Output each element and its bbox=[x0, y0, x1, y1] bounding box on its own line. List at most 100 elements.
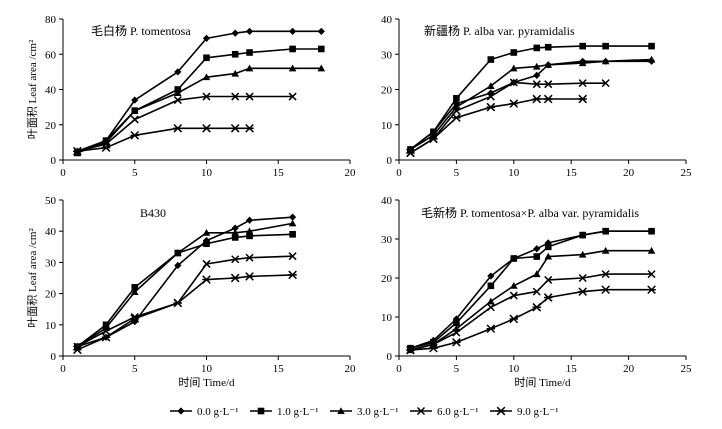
series-square bbox=[407, 42, 655, 153]
data-point-star bbox=[543, 94, 553, 104]
legend-label: 1.0 g·L⁻¹ bbox=[277, 406, 319, 418]
x-tick-label: 20 bbox=[623, 363, 635, 375]
x-tick-label: 5 bbox=[454, 363, 460, 375]
series-line bbox=[410, 81, 606, 154]
data-point-square bbox=[246, 49, 253, 56]
data-point-star bbox=[486, 102, 496, 112]
y-tick-label: 0 bbox=[387, 351, 393, 363]
legend-marker-triangle bbox=[337, 407, 345, 414]
data-point-diamond bbox=[533, 245, 541, 253]
y-tick-label: 40 bbox=[381, 195, 393, 207]
data-point-square bbox=[510, 255, 518, 262]
data-point-square bbox=[231, 234, 239, 241]
data-point-cross bbox=[102, 327, 111, 336]
data-point-cross bbox=[578, 273, 587, 283]
data-point-square bbox=[648, 227, 655, 235]
data-point-star bbox=[532, 94, 542, 104]
data-point-star bbox=[509, 99, 519, 108]
legend-item-triangle: 3.0 g·L⁻¹ bbox=[330, 406, 399, 418]
data-point-star bbox=[73, 345, 82, 355]
data-point-star bbox=[429, 134, 438, 144]
data-point-triangle bbox=[288, 64, 297, 72]
chart-panel-2: 0 5 10 15 20 25 0 10 20 30 40 新疆杨 P. alba var. pyra… bbox=[381, 14, 692, 179]
data-point-triangle bbox=[231, 228, 239, 236]
data-point-triangle bbox=[544, 252, 553, 260]
data-point-cross bbox=[544, 275, 553, 284]
data-point-cross bbox=[245, 92, 254, 101]
data-point-square bbox=[648, 42, 655, 50]
data-point-square bbox=[453, 95, 460, 102]
data-point-star bbox=[578, 287, 588, 296]
data-point-cross bbox=[231, 92, 240, 101]
data-point-cross bbox=[231, 255, 240, 264]
y-tick-label: 20 bbox=[45, 120, 57, 132]
data-point-star bbox=[647, 285, 656, 295]
data-point-triangle bbox=[647, 246, 656, 254]
series-line bbox=[77, 67, 322, 154]
chart-panel-4: 0 5 10 15 20 25 0 10 20 30 40 毛新杨 P. tomentosa×P. a… bbox=[381, 195, 692, 389]
data-point-square bbox=[544, 243, 552, 251]
data-point-star bbox=[130, 314, 140, 323]
data-point-cross bbox=[509, 78, 518, 87]
data-point-square bbox=[579, 231, 586, 239]
data-point-triangle bbox=[174, 89, 182, 97]
data-point-square bbox=[318, 45, 325, 53]
series-line bbox=[410, 273, 652, 351]
y-tick-label: 40 bbox=[45, 85, 57, 97]
series-star bbox=[406, 285, 656, 355]
y-axis-label: 叶面积 Leaf area /cm² bbox=[26, 39, 39, 139]
legend-item-star: 9.0 g·L⁻¹ bbox=[490, 406, 559, 418]
data-point-triangle bbox=[647, 55, 656, 63]
data-point-triangle bbox=[601, 57, 610, 65]
data-point-star bbox=[245, 272, 254, 281]
series-triangle bbox=[406, 55, 656, 153]
data-point-triangle bbox=[174, 249, 182, 257]
data-point-cross bbox=[452, 328, 461, 337]
data-point-square bbox=[602, 42, 609, 50]
data-point-cross bbox=[532, 287, 541, 296]
data-point-cross bbox=[288, 252, 297, 261]
x-tick-label: 10 bbox=[508, 167, 520, 179]
data-point-star bbox=[452, 113, 461, 123]
data-point-square bbox=[487, 282, 495, 290]
data-point-diamond bbox=[452, 315, 460, 323]
series-diamond bbox=[406, 57, 656, 154]
series-line bbox=[76, 274, 293, 351]
x-tick-label: 25 bbox=[681, 363, 693, 375]
data-point-cross bbox=[578, 79, 587, 88]
series-line bbox=[410, 249, 652, 351]
panel-title: 毛新杨 P. tomentosa×P. alba var. pyramidali… bbox=[421, 205, 639, 220]
y-tick-label: 60 bbox=[45, 49, 57, 61]
data-point-square bbox=[533, 44, 541, 52]
x-axis-label: 时间 Time/d bbox=[514, 376, 571, 389]
legend-item-square: 1.0 g·L⁻¹ bbox=[250, 406, 319, 418]
legend-label: 3.0 g·L⁻¹ bbox=[357, 406, 399, 418]
data-point-triangle bbox=[510, 282, 518, 289]
series-star bbox=[73, 270, 297, 355]
data-point-square bbox=[231, 50, 239, 58]
series-line bbox=[410, 98, 583, 154]
data-point-triangle bbox=[202, 228, 211, 236]
data-point-triangle bbox=[510, 64, 518, 72]
x-tick-label: 20 bbox=[623, 167, 635, 179]
data-point-triangle bbox=[130, 288, 139, 296]
series-line bbox=[76, 255, 293, 348]
y-tick-label: 0 bbox=[387, 155, 393, 167]
series-line bbox=[410, 230, 652, 349]
data-point-star bbox=[73, 146, 82, 156]
data-point-square bbox=[203, 54, 210, 62]
data-point-diamond bbox=[131, 96, 139, 104]
data-point-triangle bbox=[73, 149, 82, 156]
y-tick-label: 30 bbox=[381, 49, 393, 61]
data-point-star bbox=[429, 343, 438, 353]
chart-panel-3: 0 5 10 15 20 0 10 20 30 40 50 B430 叶面积 Leaf area /cm… bbox=[26, 195, 356, 389]
y-tick-label: 0 bbox=[51, 351, 57, 363]
data-point-triangle bbox=[231, 69, 239, 77]
y-tick-label: 10 bbox=[45, 320, 57, 332]
data-point-cross bbox=[532, 80, 541, 89]
data-point-diamond bbox=[174, 68, 182, 76]
data-point-triangle bbox=[130, 106, 139, 114]
y-tick-label: 20 bbox=[381, 85, 393, 97]
data-point-star bbox=[486, 324, 496, 334]
